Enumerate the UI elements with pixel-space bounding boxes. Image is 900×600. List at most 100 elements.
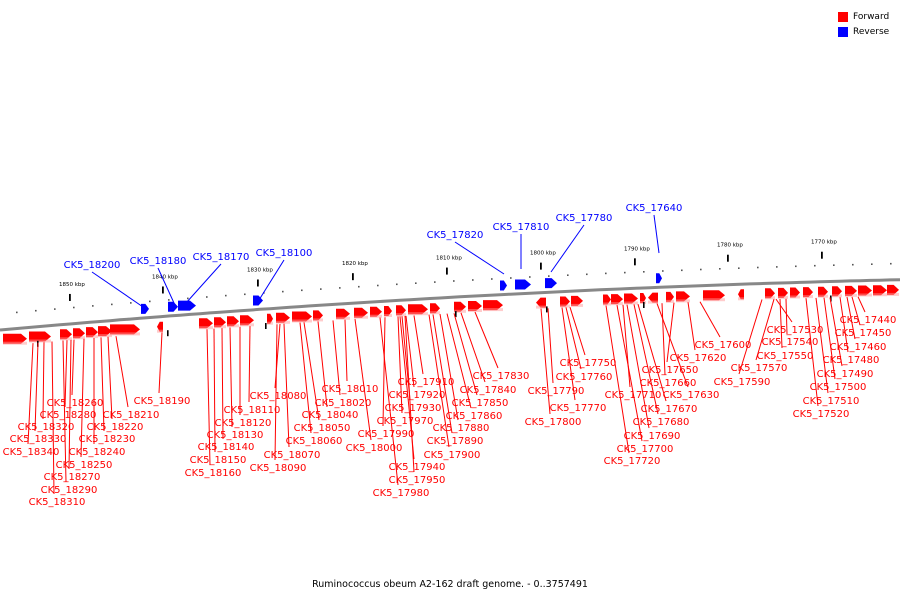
forward-gene-label: CK5_17710: [605, 390, 662, 401]
axis-dot: [358, 285, 360, 288]
forward-gene-leader: [213, 328, 216, 453]
feature-marker: [546, 306, 548, 313]
forward-gene-leader: [158, 332, 163, 394]
axis-dot: [700, 268, 702, 271]
forward-gene-arrow: [738, 289, 744, 300]
genome-backbone: [0, 278, 900, 332]
forward-gene-leader: [432, 314, 453, 434]
forward-gene-leader: [460, 312, 486, 383]
forward-gene-leader: [815, 297, 829, 394]
reverse-gene-leader: [185, 263, 222, 304]
forward-gene-leader: [839, 297, 849, 353]
forward-gene-label: CK5_17790: [528, 386, 585, 397]
forward-gene-shadow: [110, 332, 140, 336]
axis-dot: [852, 263, 854, 266]
forward-gene-arrow: [214, 317, 226, 328]
forward-gene-shadow: [157, 329, 163, 333]
forward-gene-leader: [453, 313, 478, 396]
forward-gene-leader: [303, 322, 320, 421]
axis-dot: [377, 284, 379, 287]
forward-gene-label: CK5_18230: [79, 434, 136, 445]
forward-gene-label: CK5_17650: [642, 365, 699, 376]
kbp-tick-label: 1790 kbp: [624, 246, 650, 252]
forward-gene-arrow: [536, 297, 546, 308]
forward-gene-arrow: [354, 307, 368, 318]
axis-dot: [453, 280, 455, 282]
axis-dot: [605, 272, 607, 275]
feature-marker: [167, 330, 169, 337]
forward-gene-label: CK5_17520: [793, 409, 850, 420]
axis-dot: [54, 308, 56, 310]
kbp-tick-label: 1820 kbp: [342, 261, 368, 267]
forward-gene-leader: [547, 308, 554, 384]
forward-gene-label: CK5_17680: [633, 417, 690, 428]
feature-marker: [643, 302, 645, 308]
forward-gene-arrow: [818, 286, 828, 297]
forward-gene-shadow: [803, 295, 813, 299]
forward-gene-label: CK5_17670: [641, 404, 698, 415]
kbp-tick-label: 1810 kbp: [436, 256, 462, 262]
forward-gene-shadow: [292, 319, 312, 323]
forward-gene-label: CK5_17480: [823, 355, 880, 366]
forward-gene-leader: [846, 296, 856, 340]
forward-gene-label: CK5_18110: [224, 405, 281, 416]
forward-gene-shadow: [430, 311, 440, 315]
forward-gene-shadow: [887, 292, 899, 296]
forward-gene-shadow: [790, 295, 800, 299]
forward-gene-leader: [666, 302, 675, 363]
axis-dot: [814, 264, 816, 267]
forward-gene-leader: [779, 298, 783, 349]
axis-dot: [168, 299, 170, 301]
forward-gene-label: CK5_17450: [835, 328, 892, 339]
forward-gene-shadow: [818, 294, 828, 298]
axis-dot: [567, 274, 569, 276]
axis-dot: [206, 296, 208, 298]
forward-gene-label: CK5_18190: [134, 396, 191, 407]
forward-gene-arrow: [676, 291, 690, 302]
kbp-tick: [162, 286, 164, 294]
forward-gene-arrow: [603, 294, 611, 305]
forward-gene-arrow: [454, 301, 466, 312]
reverse-gene-arrow: [168, 301, 178, 312]
forward-gene-label: CK5_18050: [294, 423, 351, 434]
forward-label: Forward: [853, 11, 890, 22]
forward-gene-label: CK5_17940: [389, 462, 446, 473]
forward-gene-leader: [565, 307, 582, 370]
forward-gene-leader: [474, 311, 499, 369]
axis-dot: [282, 290, 284, 293]
forward-gene-arrow: [703, 290, 725, 301]
forward-gene-label: CK5_17850: [452, 398, 509, 409]
forward-gene-label: CK5_18120: [215, 418, 272, 429]
forward-gene-label: CK5_17770: [550, 403, 607, 414]
kbp-tick: [257, 279, 259, 287]
forward-gene-arrow: [240, 315, 254, 326]
forward-gene-label: CK5_17530: [767, 325, 824, 336]
legend-forward: Forward: [838, 9, 889, 24]
forward-gene-shadow: [611, 302, 623, 306]
forward-gene-arrow: [790, 287, 800, 298]
kbp-tick-label: 1830 kbp: [247, 267, 273, 273]
forward-gene-leader: [248, 326, 251, 403]
forward-gene-shadow: [396, 313, 406, 317]
forward-gene-shadow: [858, 293, 872, 297]
forward-gene-arrow: [292, 311, 312, 322]
forward-gene-arrow: [98, 326, 112, 337]
forward-gene-label: CK5_18330: [10, 434, 67, 445]
forward-gene-arrow: [873, 285, 887, 296]
forward-gene-label: CK5_17620: [670, 353, 727, 364]
forward-gene-leader: [229, 327, 233, 428]
forward-gene-label: CK5_17910: [398, 377, 455, 388]
forward-gene-leader: [857, 296, 866, 313]
forward-gene-shadow: [738, 297, 744, 301]
forward-gene-label: CK5_17660: [640, 378, 697, 389]
forward-gene-leader: [569, 307, 586, 356]
forward-gene-shadow: [267, 321, 273, 325]
forward-gene-leader: [446, 313, 472, 409]
axis-dot: [890, 262, 892, 265]
forward-gene-label: CK5_17920: [389, 390, 446, 401]
reverse-gene-arrow: [656, 273, 662, 284]
forward-gene-label: CK5_17570: [731, 363, 788, 374]
forward-gene-leader: [71, 339, 75, 396]
axis-dot: [339, 287, 341, 289]
forward-gene-label: CK5_18140: [198, 442, 255, 453]
